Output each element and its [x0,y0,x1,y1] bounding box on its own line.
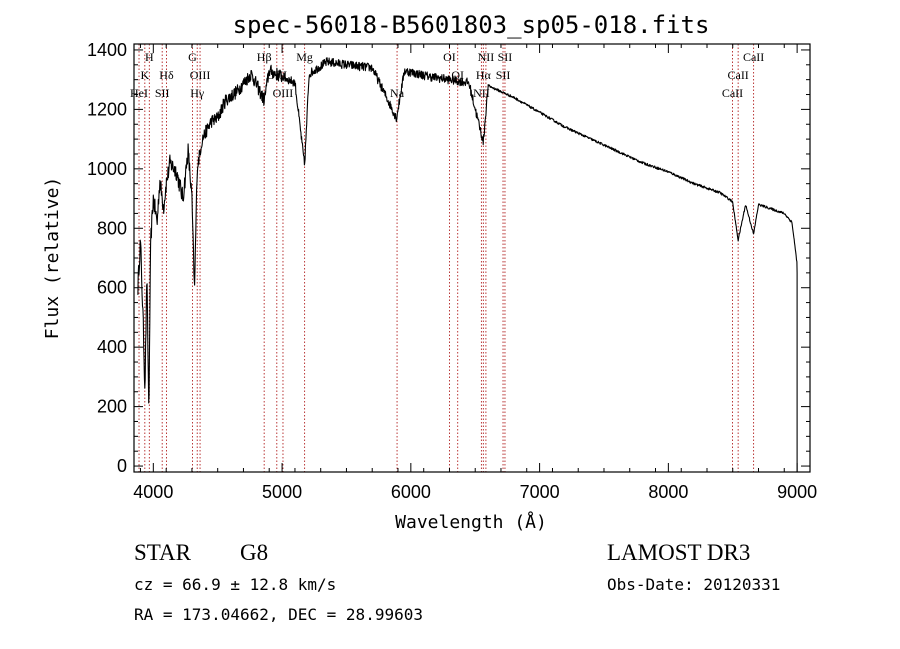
line-label: OIII [190,68,211,82]
y-tick-label: 200 [97,397,127,417]
line-label: CaII [727,68,748,82]
chart-title: spec-56018-B5601803_sp05-018.fits [233,11,710,39]
y-axis-label: Flux (relative) [42,177,63,340]
line-label: OIII [273,86,294,100]
spectrum-line [137,57,798,472]
line-label: Hδ [159,68,174,82]
object-class: STAR [134,540,192,565]
x-tick-label: 7000 [520,482,560,502]
observation-date: Obs-Date: 20120331 [607,575,780,594]
line-label: OI [443,50,456,64]
x-tick-label: 6000 [391,482,431,502]
line-label: NII [473,86,490,100]
line-label: Hα [476,68,492,82]
line-label: G [188,50,197,64]
line-label: CaII [722,86,743,100]
line-label: SII [498,50,513,64]
y-tick-label: 0 [117,456,127,476]
x-tick-label: 9000 [777,482,817,502]
x-tick-label: 5000 [262,482,302,502]
x-tick-label: 8000 [648,482,688,502]
coordinates: RA = 173.04662, DEC = 28.99603 [134,605,423,624]
survey-name: LAMOST DR3 [607,540,750,565]
line-label: NII [478,50,495,64]
line-label: SII [155,86,170,100]
y-tick-label: 800 [97,218,127,238]
object-subclass: G8 [240,540,268,565]
line-label: SII [496,68,511,82]
line-label: Mg [296,50,313,64]
y-tick-label: 1200 [87,99,127,119]
y-tick-label: 400 [97,337,127,357]
line-label: Hγ [190,86,205,100]
axis-ticks [134,44,811,472]
line-label: H [145,50,154,64]
emission-line-labels: HeIKHSIIHδGHγOIIIHβOIIIOIIIMgNaOIOINIIHα… [130,50,764,100]
x-axis-label: Wavelength (Å) [395,511,547,533]
redshift-velocity: cz = 66.9 ± 12.8 km/s [134,575,336,594]
y-tick-label: 600 [97,278,127,298]
axis-tick-labels: 4000 5000 6000 7000 8000 9000 0 200 400 600 800 100… [87,40,817,502]
emission-line-markers [138,44,755,472]
y-tick-label: 1400 [87,40,127,60]
line-label: K [140,68,149,82]
line-label: Hβ [257,50,272,64]
line-label: CaII [743,50,764,64]
y-tick-label: 1000 [87,159,127,179]
line-label: Na [390,86,405,100]
plot-frame [133,43,811,473]
line-label: HeI [130,86,148,100]
x-tick-label: 4000 [133,482,173,502]
